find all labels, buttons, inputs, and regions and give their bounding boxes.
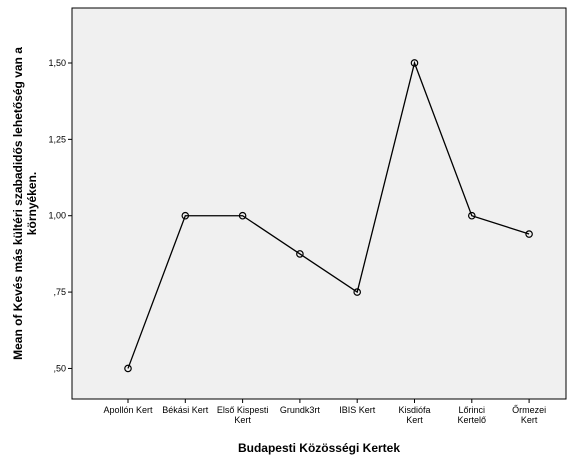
x-tick-label: Első Kispesti Kert	[217, 405, 269, 425]
data-point	[410, 59, 419, 67]
y-axis-title-text: Mean of Kevés más kültéri szabadidős leh…	[11, 47, 39, 360]
x-tick-label: Kisdiófa Kert	[398, 405, 430, 425]
data-point	[124, 364, 132, 373]
data-point	[467, 211, 476, 220]
y-tick-label: ,75	[53, 287, 66, 297]
x-tick-label: Békási Kert	[162, 405, 209, 415]
y-tick-label: ,50	[53, 363, 66, 373]
x-tick-label: IBIS Kert	[339, 405, 376, 415]
x-axis-title: Budapesti Közösségi Kertek	[238, 441, 400, 455]
data-point	[525, 230, 533, 238]
y-axis: ,50 ,75 1,00 1,25 1,50	[48, 58, 72, 373]
data-point	[296, 250, 304, 258]
x-tick-label: Apollón Kert	[103, 405, 153, 415]
x-tick-label: Őrmezei Kert	[512, 405, 546, 425]
y-axis-title: Mean of Kevés más kültéri szabadidős leh…	[11, 47, 39, 360]
y-tick-label: 1,00	[48, 211, 66, 221]
data-point	[238, 211, 247, 220]
x-axis: Apollón Kert Békási Kert Első Kispesti Kert…	[103, 399, 546, 425]
x-tick-label: Lőrinci Kertelő	[458, 405, 487, 425]
plot-area	[71, 7, 567, 400]
data-point	[353, 288, 362, 296]
y-tick-label: 1,50	[48, 58, 66, 68]
y-tick-label: 1,25	[48, 134, 66, 144]
data-point	[181, 211, 190, 220]
series-line	[127, 60, 530, 369]
data-points	[124, 59, 533, 373]
x-tick-label: Grundk3rt	[280, 405, 321, 415]
